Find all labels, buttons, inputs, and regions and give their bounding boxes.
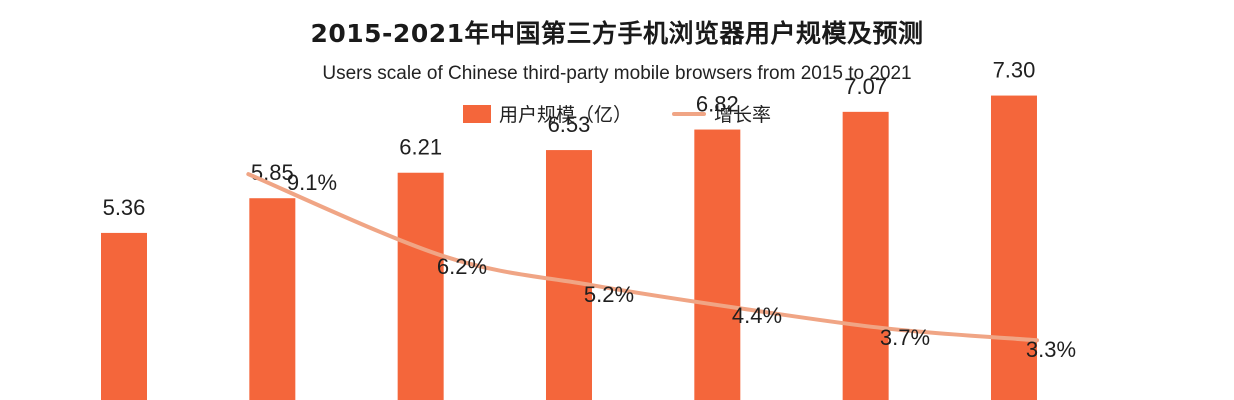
chart-title: 2015-2021年中国第三方手机浏览器用户规模及预测 <box>310 19 924 48</box>
bar-2021 <box>990 95 1037 400</box>
legend-line-label: 增长率 <box>714 104 772 126</box>
chart-subtitle: Users scale of Chinese third-party mobil… <box>322 63 912 84</box>
growth-rate-label-2019: 4.4% <box>732 303 782 328</box>
bar-value-label-2019: 6.82 <box>696 92 739 117</box>
bar-value-label-2016: 5.85 <box>251 160 294 185</box>
growth-rate-label-2016: 9.1% <box>287 170 337 195</box>
growth-rate-label-2018: 5.2% <box>584 282 634 307</box>
bar-value-label-2017: 6.21 <box>399 135 442 160</box>
legend-item-bar-series: 用户规模（亿） <box>462 100 632 127</box>
legend-bar-swatch <box>462 104 491 123</box>
growth-rate-line <box>246 172 1039 343</box>
bar-2016 <box>249 198 296 400</box>
bar-value-label-2018: 6.53 <box>548 112 591 137</box>
bar-2018 <box>545 150 592 400</box>
bar-2017 <box>397 172 444 400</box>
legend: 用户规模（亿） 增长率 <box>0 100 1234 127</box>
legend-item-line-series: 增长率 <box>672 100 771 127</box>
growth-rate-label-2020: 3.7% <box>880 325 930 350</box>
bar-value-label-2020: 7.07 <box>844 74 887 99</box>
bar-value-label-2021: 7.30 <box>993 58 1036 83</box>
bar-value-label-2015: 5.36 <box>103 195 146 220</box>
bar-2015 <box>101 232 147 400</box>
legend-line-swatch <box>672 111 706 116</box>
growth-rate-label-2021: 3.3% <box>1026 337 1076 362</box>
bar-2019 <box>694 129 741 400</box>
bar-2020 <box>842 111 889 400</box>
growth-rate-label-2017: 6.2% <box>437 254 487 279</box>
legend-bar-label: 用户规模（亿） <box>498 104 632 126</box>
